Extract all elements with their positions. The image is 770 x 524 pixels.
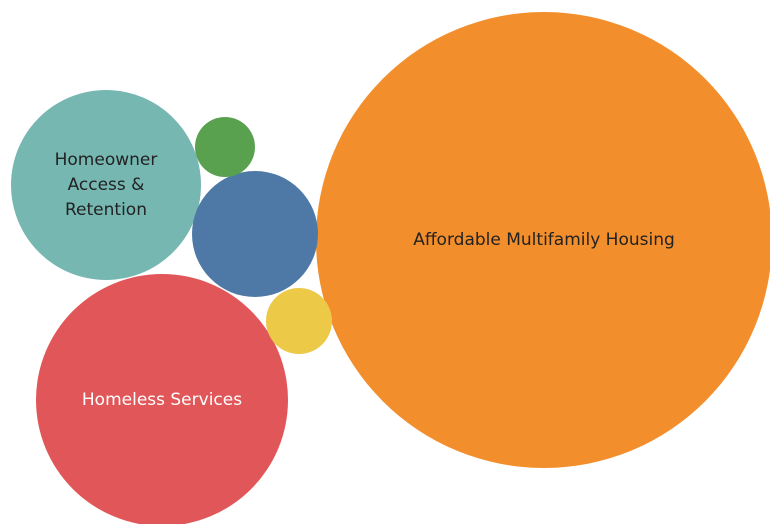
bubble-unlabeled-6[interactable] [195,117,255,177]
bubble-homeless-services[interactable] [36,274,288,524]
bubble-unlabeled-5[interactable] [266,288,332,354]
bubble-label-affordable-multifamily-housing: Affordable Multifamily Housing [413,230,675,250]
bubble-label-homeless-services: Homeless Services [82,390,242,410]
bubble-affordable-multifamily-housing[interactable] [316,12,770,468]
bubble-label-homeowner-access-retention-line-1: Homeowner [55,150,158,170]
bubble-unlabeled-4[interactable] [192,171,318,297]
bubble-homeowner-access-retention[interactable] [11,90,201,280]
bubble-label-homeowner-access-retention-line-2: Access & [68,175,145,195]
bubble-label-homeowner-access-retention-line-3: Retention [65,200,147,220]
